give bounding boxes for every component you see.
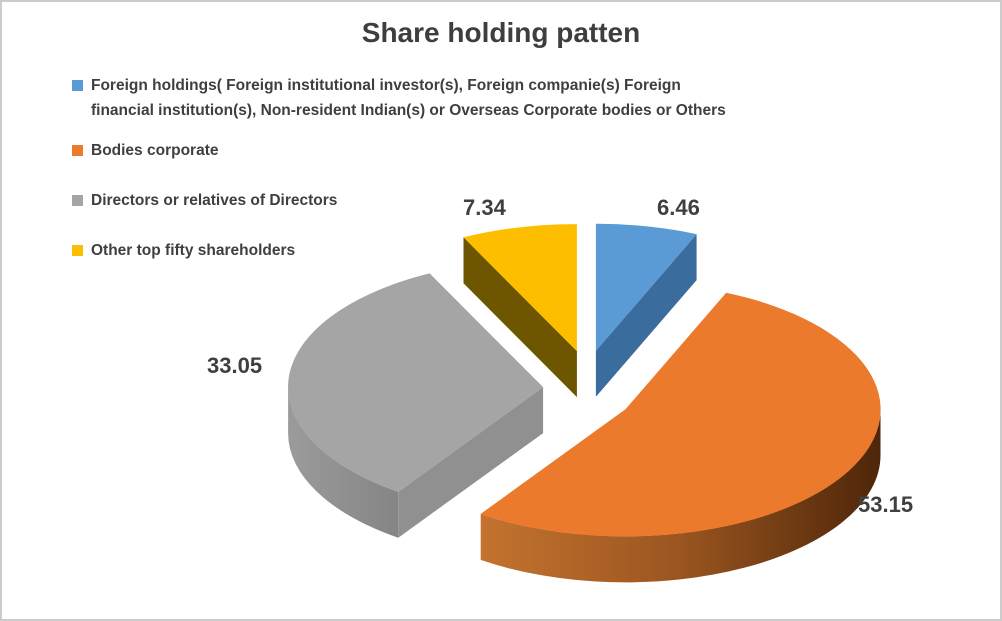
legend-label-line: Directors or relatives of Directors	[91, 192, 338, 209]
legend-label: Directors or relatives of Directors	[91, 188, 337, 213]
legend-swatch-gray-icon	[72, 195, 83, 206]
pie-slice-face	[398, 387, 544, 538]
legend-item-bodies-corporate: Bodies corporate	[72, 138, 218, 163]
legend-item-other-top-fifty: Other top fifty shareholders	[72, 238, 295, 263]
pie-slice-face	[463, 237, 577, 398]
pie-slice-face	[463, 224, 577, 352]
legend-label-line: Foreign holdings( Foreign institutional …	[91, 77, 681, 94]
legend-swatch-yellow-icon	[72, 245, 83, 256]
pie-slice-face	[595, 234, 697, 397]
pie-slice-face	[288, 387, 399, 538]
legend-label-line: financial institution(s), Non-resident I…	[91, 102, 726, 119]
pie-slice-face	[480, 409, 881, 583]
legend-swatch-blue-icon	[72, 80, 83, 91]
legend-label-line: Other top fifty shareholders	[91, 242, 296, 259]
legend-label: Bodies corporate	[91, 138, 218, 163]
pie-slice-face	[595, 223, 697, 351]
legend-item-directors: Directors or relatives of Directors	[72, 188, 337, 213]
data-label-foreign-holdings: 6.46	[657, 195, 700, 220]
legend-swatch-orange-icon	[72, 145, 83, 156]
data-label-directors: 33.05	[207, 353, 263, 378]
legend-label: Foreign holdings( Foreign institutional …	[91, 73, 726, 123]
data-label-other-top-fifty: 7.34	[463, 195, 506, 220]
pie-slice-face	[288, 273, 544, 492]
pie-slice-face	[480, 292, 881, 537]
legend-label-line: Bodies corporate	[91, 142, 219, 159]
legend-label: Other top fifty shareholders	[91, 238, 295, 263]
legend-item-foreign-holdings: Foreign holdings( Foreign institutional …	[72, 73, 726, 123]
chart-title: Share holding patten	[361, 17, 641, 48]
data-label-bodies-corporate: 53.15	[858, 492, 914, 517]
